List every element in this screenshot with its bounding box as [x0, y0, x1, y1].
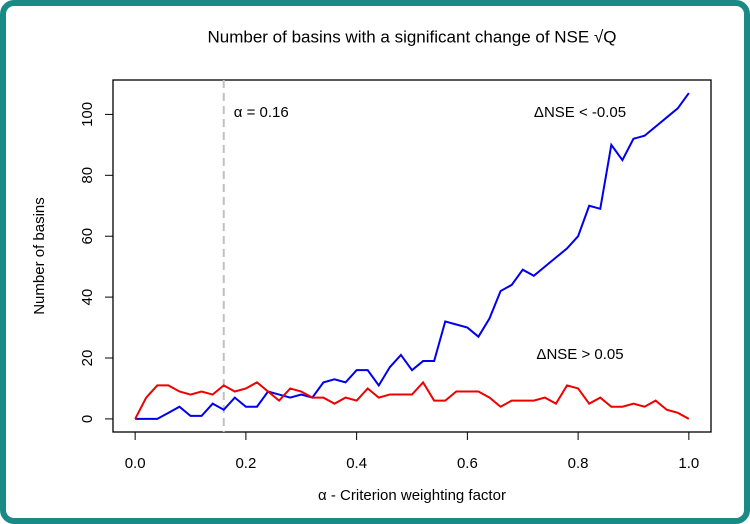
x-tick-label: 0.2	[235, 455, 256, 472]
plot-box	[112, 79, 712, 433]
series-label: ΔNSE > 0.05	[536, 346, 623, 363]
y-tick-label: 20	[79, 350, 96, 367]
y-tick-label: 40	[79, 289, 96, 306]
y-tick-label: 100	[79, 102, 96, 127]
x-tick-label: 0.6	[457, 455, 478, 472]
y-tick-label: 80	[79, 167, 96, 184]
y-axis-label: Number of basins	[31, 197, 48, 315]
series-label: ΔNSE < -0.05	[534, 104, 626, 121]
x-tick-label: 0.4	[346, 455, 367, 472]
chart: Number of basins with a significant chan…	[31, 27, 712, 504]
series-line	[135, 92, 690, 420]
reference-label: α = 0.16	[234, 104, 289, 121]
x-tick-label: 0.0	[125, 455, 146, 472]
series-line	[134, 380, 690, 420]
y-tick-label: 0	[79, 415, 96, 423]
x-tick-label: 0.8	[568, 455, 589, 472]
chart-title: Number of basins with a significant chan…	[207, 27, 616, 46]
y-tick-label: 60	[79, 228, 96, 245]
x-axis-label: α - Criterion weighting factor	[318, 487, 506, 504]
x-tick-label: 1.0	[678, 455, 699, 472]
